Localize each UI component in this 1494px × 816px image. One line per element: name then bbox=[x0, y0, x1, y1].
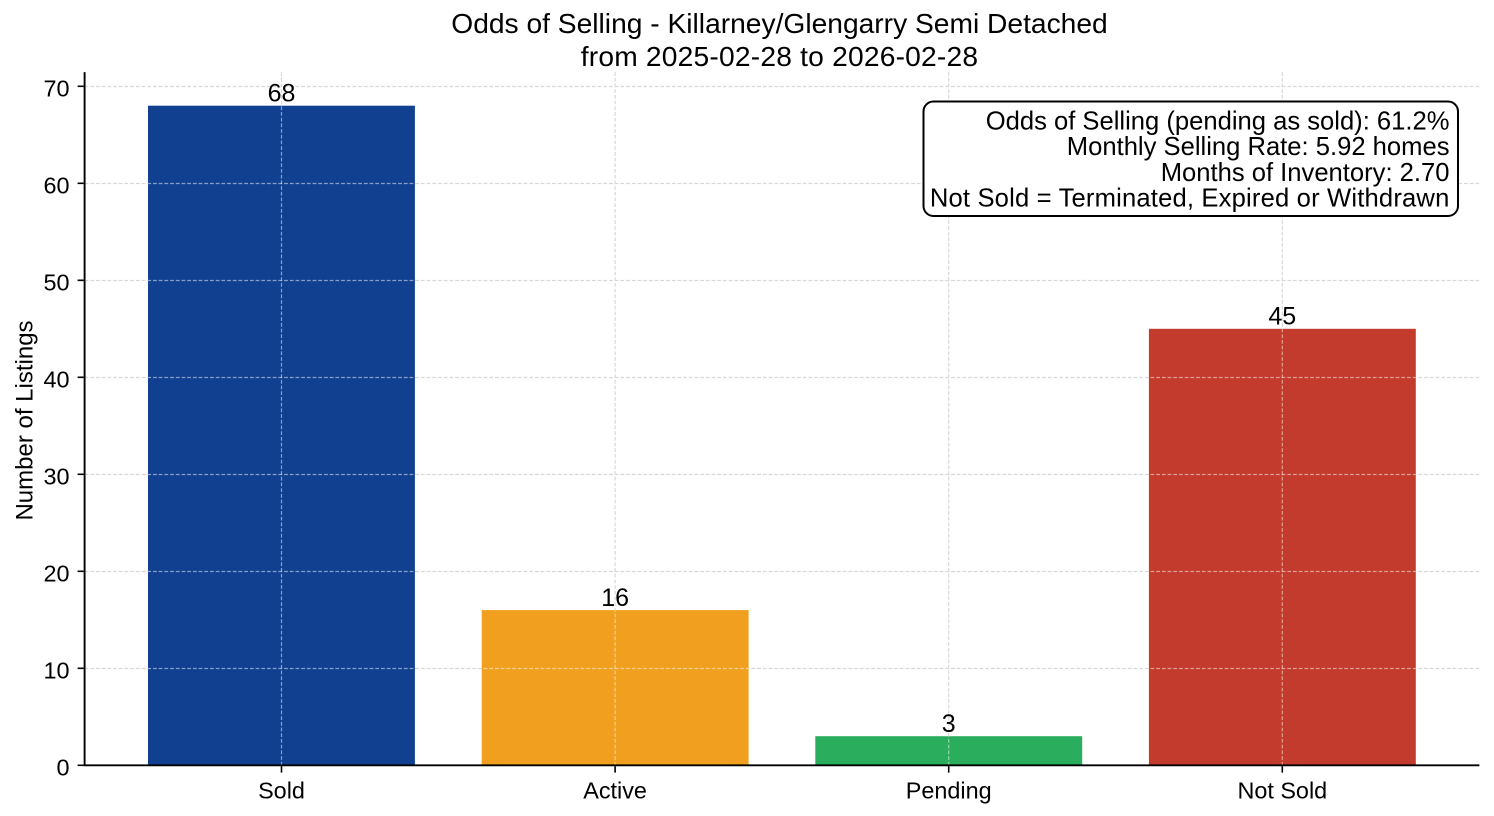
svg-text:Number of Listings: Number of Listings bbox=[11, 320, 38, 520]
svg-text:30: 30 bbox=[43, 464, 69, 490]
svg-text:16: 16 bbox=[601, 584, 629, 612]
svg-text:0: 0 bbox=[56, 755, 69, 781]
svg-text:Monthly Selling Rate: 5.92 hom: Monthly Selling Rate: 5.92 homes bbox=[1067, 133, 1450, 161]
svg-text:68: 68 bbox=[268, 80, 296, 108]
svg-text:Not Sold: Not Sold bbox=[1237, 778, 1327, 804]
svg-text:10: 10 bbox=[43, 658, 69, 684]
svg-text:Odds of Selling (pending as so: Odds of Selling (pending as sold): 61.2% bbox=[986, 107, 1450, 135]
svg-text:Not Sold = Terminated, Expired: Not Sold = Terminated, Expired or Withdr… bbox=[930, 185, 1450, 213]
svg-text:3: 3 bbox=[942, 710, 956, 738]
svg-text:Months of Inventory: 2.70: Months of Inventory: 2.70 bbox=[1161, 159, 1450, 187]
svg-text:70: 70 bbox=[43, 76, 69, 102]
svg-text:45: 45 bbox=[1268, 303, 1296, 331]
svg-text:Pending: Pending bbox=[906, 778, 992, 804]
svg-text:60: 60 bbox=[43, 173, 69, 199]
svg-text:20: 20 bbox=[43, 561, 69, 587]
svg-text:Odds of Selling - Killarney/Gl: Odds of Selling - Killarney/Glengarry Se… bbox=[451, 7, 1107, 39]
svg-text:from 2025-02-28 to 2026-02-28: from 2025-02-28 to 2026-02-28 bbox=[581, 40, 979, 72]
svg-text:Active: Active bbox=[583, 778, 647, 804]
svg-text:40: 40 bbox=[43, 367, 69, 393]
svg-text:Sold: Sold bbox=[258, 778, 305, 804]
svg-text:50: 50 bbox=[43, 270, 69, 296]
